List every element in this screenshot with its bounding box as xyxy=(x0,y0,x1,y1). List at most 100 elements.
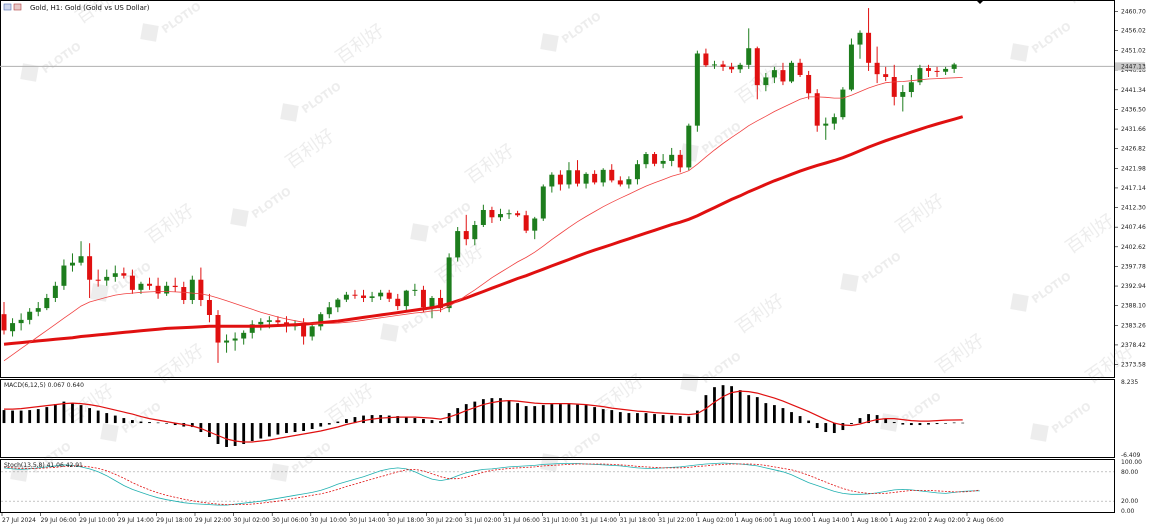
macd-bar xyxy=(156,422,160,424)
macd-bar xyxy=(918,423,922,426)
candle xyxy=(686,123,692,171)
candle-body xyxy=(95,279,101,281)
macd-bar xyxy=(901,423,905,425)
candle xyxy=(129,269,135,294)
candle-body xyxy=(215,314,221,343)
time-axis-label: 30 Jul 22:00 xyxy=(427,517,463,524)
candle-body xyxy=(686,125,692,168)
candle-body xyxy=(857,32,863,45)
candle-body xyxy=(241,332,247,339)
macd-bar xyxy=(618,412,622,424)
macd-bar xyxy=(747,395,751,424)
candle xyxy=(634,160,640,185)
candle xyxy=(891,64,897,106)
candle xyxy=(814,89,820,132)
candlestick-series xyxy=(1,8,957,363)
candle xyxy=(617,176,623,187)
macd-bar xyxy=(422,419,425,424)
candle xyxy=(455,227,461,262)
macd-bar xyxy=(2,410,6,424)
macd-bar xyxy=(858,418,862,424)
macd-bar xyxy=(362,415,365,424)
candle-body xyxy=(112,273,118,277)
macd-bar xyxy=(396,416,400,424)
candle xyxy=(181,281,187,305)
candle-body xyxy=(369,296,375,298)
candle xyxy=(789,60,795,84)
candle-body xyxy=(61,265,67,286)
candle-body xyxy=(121,273,127,276)
macd-bar xyxy=(233,423,237,446)
candle-body xyxy=(352,294,358,296)
candle-body xyxy=(643,154,649,165)
macd-bar xyxy=(353,417,357,424)
candle xyxy=(532,216,538,240)
candle xyxy=(189,275,195,305)
candle xyxy=(677,149,683,173)
macd-bar xyxy=(71,403,74,424)
candle-body xyxy=(532,218,538,231)
macd-bar xyxy=(11,410,14,424)
candle-body xyxy=(275,320,281,323)
price-axis: 2460.70 2456.02 2451.02 2446.18 2441.34 2436.… xyxy=(1114,8,1146,369)
candle-body xyxy=(318,314,324,327)
macd-bar xyxy=(113,415,117,424)
candle-body xyxy=(506,213,512,215)
macd-bar xyxy=(490,398,494,424)
candle-body xyxy=(403,290,409,307)
candle xyxy=(583,172,589,189)
shift-marker-icon[interactable] xyxy=(976,0,984,4)
time-axis-label: 29 Jul 14:00 xyxy=(118,517,154,524)
candle-body xyxy=(301,323,307,337)
candle-body xyxy=(677,154,683,168)
chart-menu-icon[interactable] xyxy=(13,3,22,11)
candle-body xyxy=(626,179,632,185)
macd-histogram xyxy=(2,385,965,447)
candle xyxy=(840,87,846,120)
macd-bar xyxy=(336,421,340,424)
macd-bar xyxy=(430,420,434,424)
candle xyxy=(943,66,949,75)
candle-body xyxy=(266,320,272,322)
candle-body xyxy=(429,297,435,308)
chart-type-icon[interactable] xyxy=(3,3,12,11)
macd-bar xyxy=(139,421,143,424)
candle-body xyxy=(540,186,546,219)
macd-bar xyxy=(610,410,614,424)
time-axis-label: 1 Aug 10:00 xyxy=(774,517,811,524)
candle-body xyxy=(147,283,153,286)
candle-body xyxy=(164,285,170,294)
price-axis-label: 2426.82 xyxy=(1121,146,1146,153)
time-axis-label: 1 Aug 18:00 xyxy=(851,517,888,524)
time-axis-label: 29 Jul 06:00 xyxy=(41,517,77,524)
candle xyxy=(138,281,144,294)
candle xyxy=(951,62,957,73)
time-axis-label: 1 Aug 06:00 xyxy=(735,517,772,524)
candle xyxy=(258,318,264,331)
candle xyxy=(112,265,118,282)
macd-bar xyxy=(944,423,947,424)
macd-bar xyxy=(456,408,460,424)
price-axis-label: 2412.30 xyxy=(1121,205,1146,212)
candle-body xyxy=(711,64,717,66)
candle-body xyxy=(925,68,931,71)
candle-body xyxy=(249,324,255,333)
candle-body xyxy=(155,285,161,294)
candle xyxy=(395,293,401,311)
macd-bar xyxy=(850,423,853,425)
candle-body xyxy=(343,294,349,300)
macd-bar xyxy=(242,423,246,444)
price-axis-label: 2446.18 xyxy=(1121,67,1146,74)
macd-bar xyxy=(105,413,109,424)
candle-body xyxy=(258,321,264,325)
candle xyxy=(249,320,255,339)
macd-label: MACD(6,12,5) 0.067 0.640 xyxy=(4,382,84,389)
macd-bar xyxy=(892,422,896,424)
time-axis-label: 29 Jul 10:00 xyxy=(79,517,115,524)
macd-bar xyxy=(165,423,169,424)
candle-body xyxy=(874,62,880,75)
candle-body xyxy=(87,256,93,280)
candle xyxy=(18,313,24,331)
macd-bar xyxy=(730,386,733,424)
candle-body xyxy=(575,170,581,184)
